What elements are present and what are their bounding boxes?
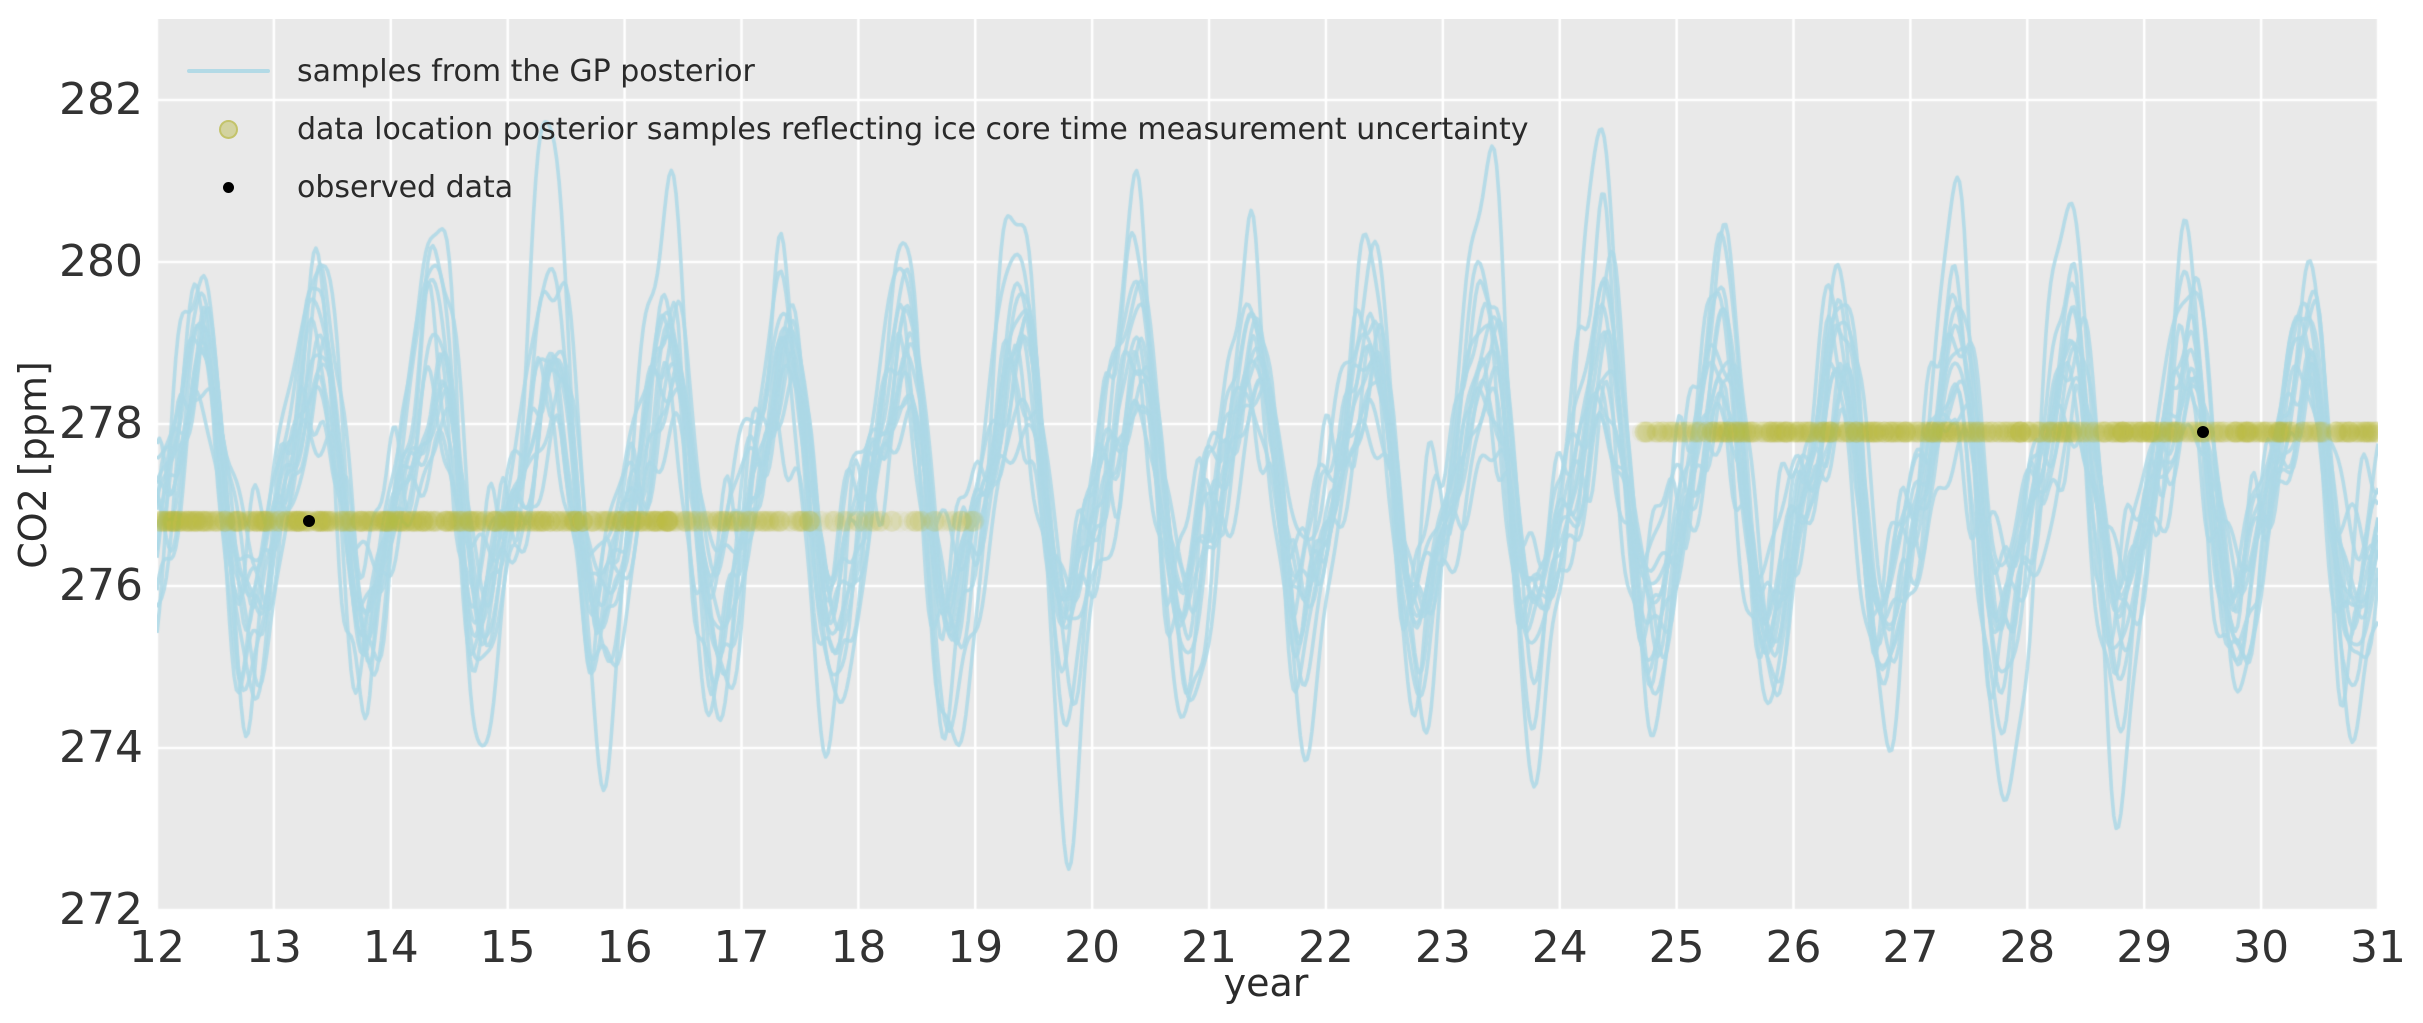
legend-entry-data-location: data location posterior samples reflecti… [187,100,1529,158]
x-tick-label: 24 [1531,922,1588,973]
x-tick-label: 30 [2233,922,2290,973]
x-tick-label: 12 [129,922,185,973]
posterior-sample-dot-icon [219,119,238,139]
legend-marker-box [187,119,270,139]
x-tick-label: 25 [1648,922,1705,973]
legend: samples from the GP posterior data locat… [187,42,1529,216]
y-tick-label: 278 [59,398,143,449]
legend-marker-box [187,69,270,73]
y-axis-label: CO2 [ppm] [11,361,55,569]
plot-area-canvas [157,19,2378,910]
x-tick-label: 19 [947,922,1004,973]
legend-marker-box [187,181,270,193]
observed-data-point [302,515,315,528]
y-tick-label: 274 [59,722,143,773]
y-tick-label: 272 [59,884,143,935]
y-tick-label: 282 [59,74,143,125]
legend-label: observed data [297,169,514,205]
x-tick-label: 26 [1765,922,1822,973]
x-tick-label: 17 [713,922,770,973]
gp-sample-line-icon [187,69,270,73]
legend-entry-observed: observed data [187,158,1529,216]
x-axis-label: year [1223,961,1309,1005]
x-tick-label: 18 [830,922,887,973]
x-tick-label: 16 [596,922,653,973]
legend-label: samples from the GP posterior [297,53,755,89]
x-tick-label: 22 [1297,922,1354,973]
x-tick-label: 14 [362,922,419,973]
x-tick-label: 29 [2116,922,2173,973]
x-tick-label: 31 [2350,922,2406,973]
x-tick-label: 13 [245,922,302,973]
y-tick-label: 276 [59,560,143,611]
observed-data-point [2196,426,2209,439]
legend-label: data location posterior samples reflecti… [297,111,1529,147]
x-tick-label: 21 [1181,922,1238,973]
observed-data-dot-icon [223,181,234,193]
x-tick-label: 15 [479,922,536,973]
x-tick-label: 28 [1999,922,2056,973]
x-tick-label: 27 [1882,922,1939,973]
legend-entry-gp-samples: samples from the GP posterior [187,42,1529,100]
x-tick-label: 20 [1064,922,1121,973]
y-tick-label: 280 [59,236,143,287]
x-tick-label: 23 [1414,922,1471,973]
